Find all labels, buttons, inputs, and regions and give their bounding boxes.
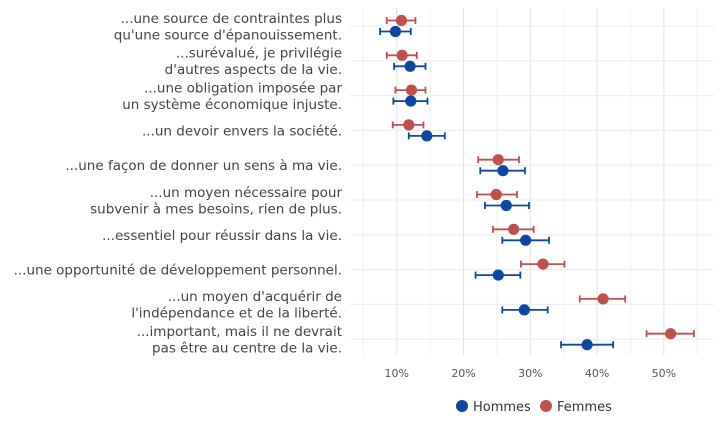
category-label: ...une source de contraintes plus qu'une … [114,11,342,44]
x-axis-tick-labels: 10% 20% 30% 40% 50% [385,367,677,380]
category-label: ...surévalué, je privilégie d'autres aspe… [165,46,342,79]
legend-label: Femmes [557,400,612,415]
data-point-femmes [537,258,549,270]
data-point-hommes [421,130,433,142]
legend-swatch [540,400,552,412]
data-point-femmes [395,14,408,27]
x-tick-label: 20% [451,367,475,380]
data-point-hommes [500,199,512,212]
category-label: ...un moyen d'acquérir de l'indépendance … [131,289,342,322]
data-point-hommes [389,25,402,38]
legend: Hommes Femmes [456,400,612,415]
data-point-hommes [581,339,593,351]
x-tick-label: 40% [585,367,609,380]
data-point-femmes [403,119,415,131]
data-point-femmes [597,293,609,305]
category-label: ...un devoir envers la société. [142,123,342,139]
data-point-femmes [490,188,502,201]
x-tick-label: 50% [652,367,676,380]
category-labels: ...une source de contraintes plus qu'une … [14,11,343,357]
category-label: ...une opportunité de développement pers… [14,263,342,279]
legend-label: Hommes [473,400,531,415]
data-point-hommes [492,269,504,281]
data-point-hommes [497,165,509,177]
data-point-femmes [664,328,677,340]
data-point-hommes [404,60,416,72]
category-label: ...un moyen nécessaire pour subvenir à me… [90,185,342,218]
data-point-hommes [520,234,532,246]
category-label: ...une façon de donner un sens à ma vie. [65,158,342,174]
data-point-femmes [508,223,520,235]
data-point-femmes [405,84,418,96]
data-point-femmes [492,154,504,166]
category-label: ...important, mais il ne devrait pas être… [137,324,342,357]
gridlines [350,8,714,355]
data-point-hommes [405,95,417,107]
data-point-femmes [396,49,408,61]
category-label: ...une obligation imposée par un système … [122,80,342,113]
x-tick-label: 10% [385,367,409,380]
data-point-hommes [518,304,530,316]
data-marks [379,14,695,351]
x-tick-label: 30% [518,367,542,380]
legend-swatch [456,400,468,412]
category-label: ...essentiel pour réussir dans la vie. [102,228,342,244]
